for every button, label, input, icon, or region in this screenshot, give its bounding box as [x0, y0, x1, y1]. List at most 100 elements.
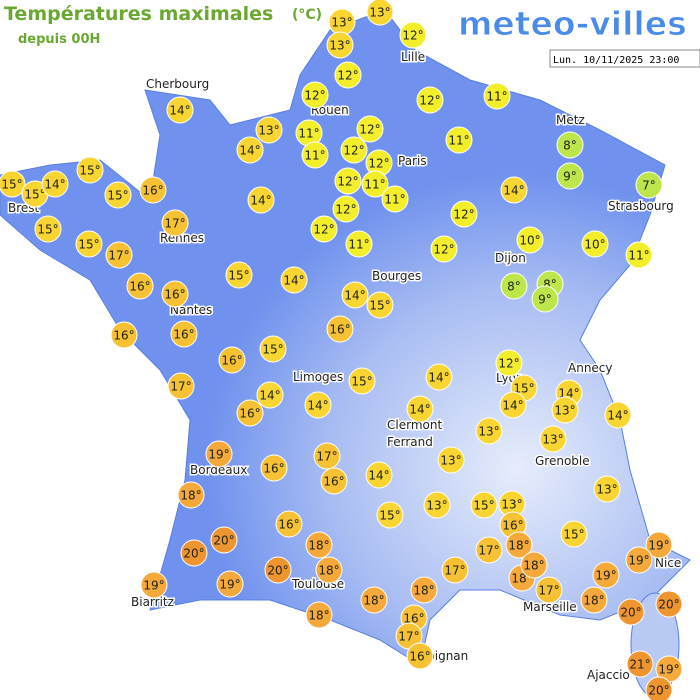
city-label: Biarritz — [131, 595, 174, 609]
city-label: Marseille — [523, 600, 577, 614]
temperature-label: 19° — [219, 578, 240, 592]
temperature-label: 12° — [433, 243, 454, 257]
temperature-marker — [216, 570, 244, 598]
temperature-label: 14° — [44, 178, 65, 192]
temperature-label: 19° — [628, 554, 649, 568]
temperature-label: 17° — [444, 564, 465, 578]
temperature-label: 12° — [359, 123, 380, 137]
temperature-marker — [180, 539, 208, 567]
temperature-marker — [260, 454, 288, 482]
temperature-marker — [41, 170, 69, 198]
temperature-marker — [205, 440, 233, 468]
temperature-label: 15° — [262, 343, 283, 357]
temperature-marker — [320, 467, 348, 495]
brand: meteo-villes — [458, 4, 687, 43]
temperature-label: 13° — [426, 499, 447, 513]
temperature-label: 20° — [658, 598, 679, 612]
temperature-marker — [345, 230, 373, 258]
city-label: Bordeaux — [190, 463, 247, 477]
temperature-label: 16° — [409, 650, 430, 664]
temperature-marker — [366, 291, 394, 319]
city-label: Annecy — [568, 361, 613, 375]
city-label: Nice — [655, 556, 681, 570]
temperature-label: 12° — [453, 208, 474, 222]
temperature-label: 18° — [583, 594, 604, 608]
temperature-label: 14° — [607, 409, 628, 423]
temperature-marker — [406, 642, 434, 670]
temperature-label: 14° — [503, 184, 524, 198]
temperature-marker — [315, 556, 343, 584]
temperature-marker — [505, 531, 533, 559]
temperature-marker — [340, 136, 368, 164]
temperature-marker — [247, 186, 275, 214]
temperature-layer: 13°13°13°12°12°12° 12° 11°14°13°14°11°11°1… — [0, 0, 683, 700]
temperature-label: 20° — [183, 547, 204, 561]
city-label: Dijon — [495, 251, 526, 265]
temperature-marker — [516, 226, 544, 254]
temperature-marker — [0, 170, 26, 198]
temperature-label: 15° — [228, 269, 249, 283]
temperature-label: 17° — [108, 249, 129, 263]
temperature-label: 12° — [343, 144, 364, 158]
temperature-marker — [551, 396, 579, 424]
temperature-marker — [225, 261, 253, 289]
temperature-marker — [259, 335, 287, 363]
temperature-label: 18° — [413, 584, 434, 598]
temperature-marker — [625, 241, 653, 269]
temperature-marker — [635, 171, 663, 199]
temperature-label: 11° — [384, 193, 405, 207]
temperature-label: 11° — [364, 178, 385, 192]
temperature-marker — [332, 195, 360, 223]
temperature-label: 15° — [107, 189, 128, 203]
temperature-label: 13° — [554, 404, 575, 418]
temperature-label: 11° — [628, 249, 649, 263]
temperature-label: 19° — [208, 448, 229, 462]
temperature-label: 11° — [486, 90, 507, 104]
temperature-label: 12° — [402, 29, 423, 43]
temperature-label: 15° — [78, 238, 99, 252]
temperature-marker — [437, 446, 465, 474]
temperature-marker — [520, 551, 548, 579]
temperature-label: 15° — [351, 375, 372, 389]
temperature-label: 16° — [129, 280, 150, 294]
temperature-marker — [236, 136, 264, 164]
temperature-marker — [166, 96, 194, 124]
temperature-label: 11° — [304, 149, 325, 163]
temperature-marker — [104, 181, 132, 209]
temperature-label: 13° — [501, 498, 522, 512]
city-label: Lille — [401, 50, 425, 64]
temperature-label: 17° — [478, 544, 499, 558]
temperature-marker — [580, 586, 608, 614]
temperature-marker — [341, 281, 369, 309]
temperature-label: 18° — [308, 609, 329, 623]
temperature-label: 14° — [250, 194, 271, 208]
temperature-marker — [161, 280, 189, 308]
temperature-label: 17° — [170, 380, 191, 394]
temperature-label: 17° — [316, 450, 337, 464]
temperature-marker — [305, 531, 333, 559]
temperature-label: 15° — [369, 299, 390, 313]
temperature-marker — [593, 475, 621, 503]
temperature-label: 13° — [258, 124, 279, 138]
temperature-marker — [410, 576, 438, 604]
temperature-label: 16° — [329, 323, 350, 337]
timestamp-box — [549, 49, 700, 68]
temperature-marker — [161, 209, 189, 237]
temperature-marker — [423, 491, 451, 519]
temperature-marker — [475, 536, 503, 564]
temperature-label: 18° — [180, 489, 201, 503]
city-label: Metz — [556, 113, 585, 127]
temperature-label: 14° — [368, 469, 389, 483]
temperature-marker — [76, 156, 104, 184]
temperature-marker — [105, 241, 133, 269]
temperature-label: 15° — [513, 382, 534, 396]
temperature-marker — [617, 598, 645, 626]
temperature-label: 14° — [502, 399, 523, 413]
temperature-marker — [625, 546, 653, 574]
temperature-label: 14° — [239, 144, 260, 158]
temperature-marker — [170, 320, 198, 348]
temperature-label: 18° — [508, 539, 529, 553]
temperature-marker — [592, 561, 620, 589]
temperature-marker — [556, 131, 584, 159]
